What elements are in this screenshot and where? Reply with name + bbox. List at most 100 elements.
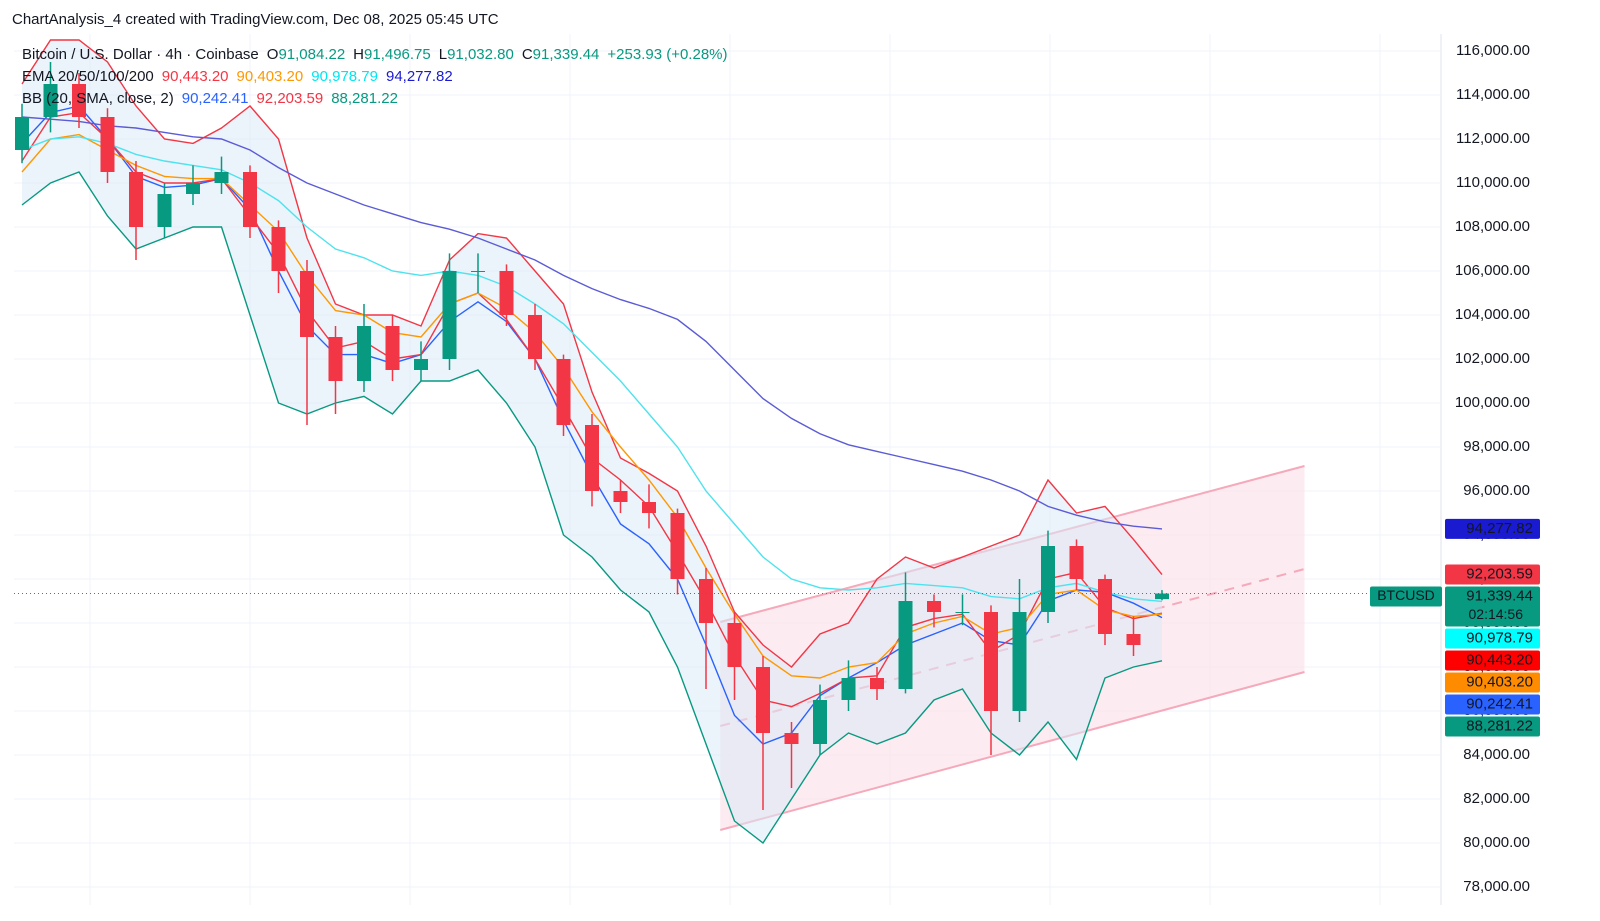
candle-body [727,623,742,667]
candle-body [15,117,29,150]
candle-body [556,359,571,425]
candle-body [328,337,343,381]
legend-value: 94,277.82 [386,68,453,85]
candle-body [43,84,58,117]
symbol-tag-text: BTCUSD [1377,587,1435,603]
candle-body [927,601,941,612]
legend-label: EMA 20/50/100/200 [22,68,154,85]
y-tick-label: 96,000.00 [1463,482,1530,499]
candle-body [784,733,799,744]
candle-body [442,271,457,359]
price-badge [1445,672,1540,693]
y-tick-label: 116,000.00 [1456,42,1530,59]
legend-value: +253.93 (+0.28%) [607,46,727,63]
y-tick-label: 82,000.00 [1463,790,1530,807]
candle-body [1155,593,1169,600]
y-tick-label: 98,000.00 [1463,438,1530,455]
candle-body [756,667,770,733]
candle-body [670,513,685,579]
legend-label: BB (20, SMA, close, 2) [22,90,174,107]
channel-mid [719,568,1305,727]
price-badge-text: 90,242.41 [1466,695,1533,712]
candle-body [186,183,200,194]
candle-body [471,271,485,272]
candle-body [1098,579,1112,634]
price-badge [1445,586,1540,627]
candle-body [642,502,656,513]
candle-body [585,425,599,491]
candle-body [1069,546,1084,579]
price-badge [1445,518,1540,539]
legend-value: 91,339.44 [533,46,600,63]
candle-body [813,700,827,744]
y-tick-label: 110,000.00 [1456,174,1530,191]
legend-value: 91,496.75 [364,46,431,63]
y-tick-label: 84,000.00 [1463,746,1530,763]
price-badge [1445,694,1540,715]
band-lower [21,171,1163,845]
price-badge-text: 94,277.82 [1466,520,1533,537]
legend-value: 92,203.59 [256,90,323,107]
y-tick-label: 104,000.00 [1455,306,1530,323]
price-badge [1445,716,1540,737]
legend-row: Bitcoin / U.S. Dollar · 4h · Coinbase O91… [22,46,728,63]
candle-body [414,359,428,370]
legend-prefix: C [522,46,533,63]
candle-body [699,579,713,623]
price-badge-text: 90,978.79 [1466,629,1533,646]
legend-label: Bitcoin / U.S. Dollar · 4h · Coinbase [22,46,259,63]
y-tick-label: 102,000.00 [1455,350,1530,367]
candle-body [129,172,143,227]
candle-body [357,326,371,381]
candle-body [243,172,257,227]
y-tick-label: 114,000.00 [1456,86,1530,103]
y-tick-label: 108,000.00 [1455,218,1530,235]
candle-body [613,491,628,502]
price-badge-text: 92,203.59 [1466,565,1533,582]
candle-body [528,315,542,359]
price-badge [1445,650,1540,671]
price-badge-text: 88,281.22 [1466,717,1533,734]
legend-value: 88,281.22 [331,90,398,107]
legend-value: 91,032.80 [447,46,514,63]
legend-prefix: O [267,46,279,63]
candle-body [1012,612,1027,711]
candle-body [955,612,970,613]
symbol-tag [1370,586,1442,607]
legend-prefix: L [439,46,447,63]
legend-value: 91,084.22 [278,46,345,63]
legend-value: 90,978.79 [311,68,378,85]
candle-body [1126,634,1141,645]
legend-row: EMA 20/50/100/200 90,443.20 90,403.20 90,97… [22,68,453,85]
y-tick-label: 112,000.00 [1456,130,1530,147]
legend-row: BB (20, SMA, close, 2) 90,242.41 92,203.59… [22,90,398,107]
legend-value: 90,242.41 [182,90,249,107]
candle-body [1041,546,1055,612]
legend-value: 90,443.20 [162,68,229,85]
price-badge-text: 90,403.20 [1466,673,1533,690]
price-badge-text: 90,443.20 [1466,651,1533,668]
candle-body [870,678,884,689]
candle-body [898,601,913,689]
candle-body [100,117,115,172]
y-tick-label: 106,000.00 [1455,262,1530,279]
candle-body [300,271,314,337]
legend-prefix: H [353,46,364,63]
channel-lower [719,671,1305,831]
candle-body [385,326,400,370]
candle-body [214,172,229,183]
indicator-line [21,136,1163,603]
price-badge [1445,564,1540,585]
y-tick-label: 80,000.00 [1463,834,1530,851]
band-upper [21,39,1163,668]
price-badge [1445,628,1540,649]
price-badge-text: 91,339.44 [1466,587,1533,604]
candle-body [72,84,86,117]
indicator-line [21,133,1163,679]
candle-body [984,612,998,711]
indicator-line [21,116,1163,530]
candle-body [499,271,514,315]
chart-title: ChartAnalysis_4 created with TradingView… [12,11,499,28]
candle-body [841,678,856,700]
